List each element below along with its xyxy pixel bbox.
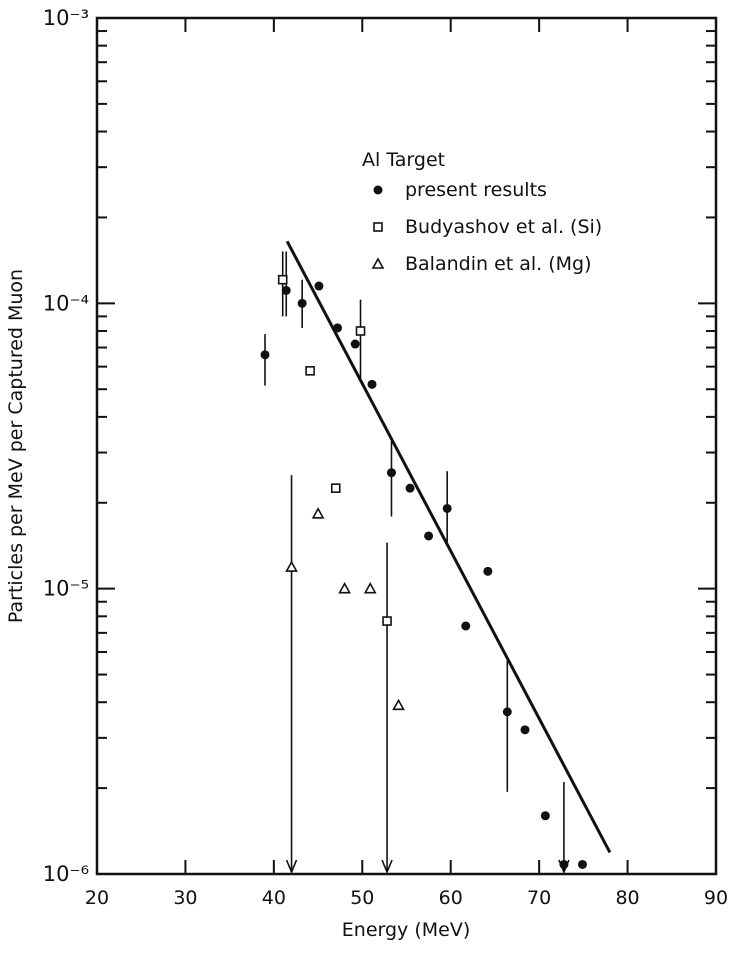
point [355, 326, 366, 336]
point [382, 616, 392, 626]
point [392, 698, 405, 711]
point [483, 566, 493, 576]
fit-line [285, 240, 612, 854]
point [338, 582, 351, 594]
legend-label: present results [405, 179, 547, 201]
y-tick-label: 10⁻³ [43, 6, 89, 30]
limit-arrow [285, 859, 298, 875]
point [311, 507, 325, 519]
point [285, 560, 298, 572]
y-tick-label: 10⁻⁶ [43, 862, 89, 886]
legend-marker [373, 222, 383, 232]
point [297, 298, 307, 308]
point [305, 366, 315, 376]
legend-marker [373, 185, 383, 195]
point [559, 859, 569, 869]
x-tick-label: 60 [439, 887, 463, 909]
point [314, 281, 324, 291]
x-tick-label: 40 [262, 887, 286, 909]
point [405, 483, 415, 493]
point [461, 621, 471, 631]
point [350, 339, 360, 349]
point [367, 379, 377, 389]
x-tick-label: 20 [85, 887, 109, 909]
point [540, 811, 550, 821]
x-tick-label: 50 [350, 887, 374, 909]
y-tick-label: 10⁻⁵ [43, 577, 89, 601]
y-tick-label: 10⁻⁴ [43, 291, 89, 315]
point [281, 285, 291, 295]
limit-arrow [381, 859, 393, 875]
point [520, 725, 530, 735]
point [442, 503, 452, 513]
point [502, 707, 512, 717]
x-tick-label: 70 [527, 887, 551, 909]
legend-label: Budyashov et al. (Si) [405, 216, 602, 238]
x-axis-label: Energy (MeV) [342, 919, 470, 941]
point [260, 350, 270, 360]
plot-frame [95, 16, 718, 876]
y-axis-label: Particles per MeV per Captured Muon [5, 269, 27, 623]
point [424, 531, 434, 541]
legend-title: Al Target [362, 149, 445, 171]
x-tick-label: 90 [704, 887, 728, 909]
point [330, 483, 341, 493]
point [277, 274, 288, 285]
legend-label: Balandin et al. (Mg) [405, 253, 592, 275]
point [577, 859, 587, 869]
point [386, 468, 396, 478]
legend-marker [371, 257, 385, 269]
point [363, 582, 377, 594]
x-tick-label: 30 [173, 887, 197, 909]
x-tick-label: 80 [615, 887, 639, 909]
